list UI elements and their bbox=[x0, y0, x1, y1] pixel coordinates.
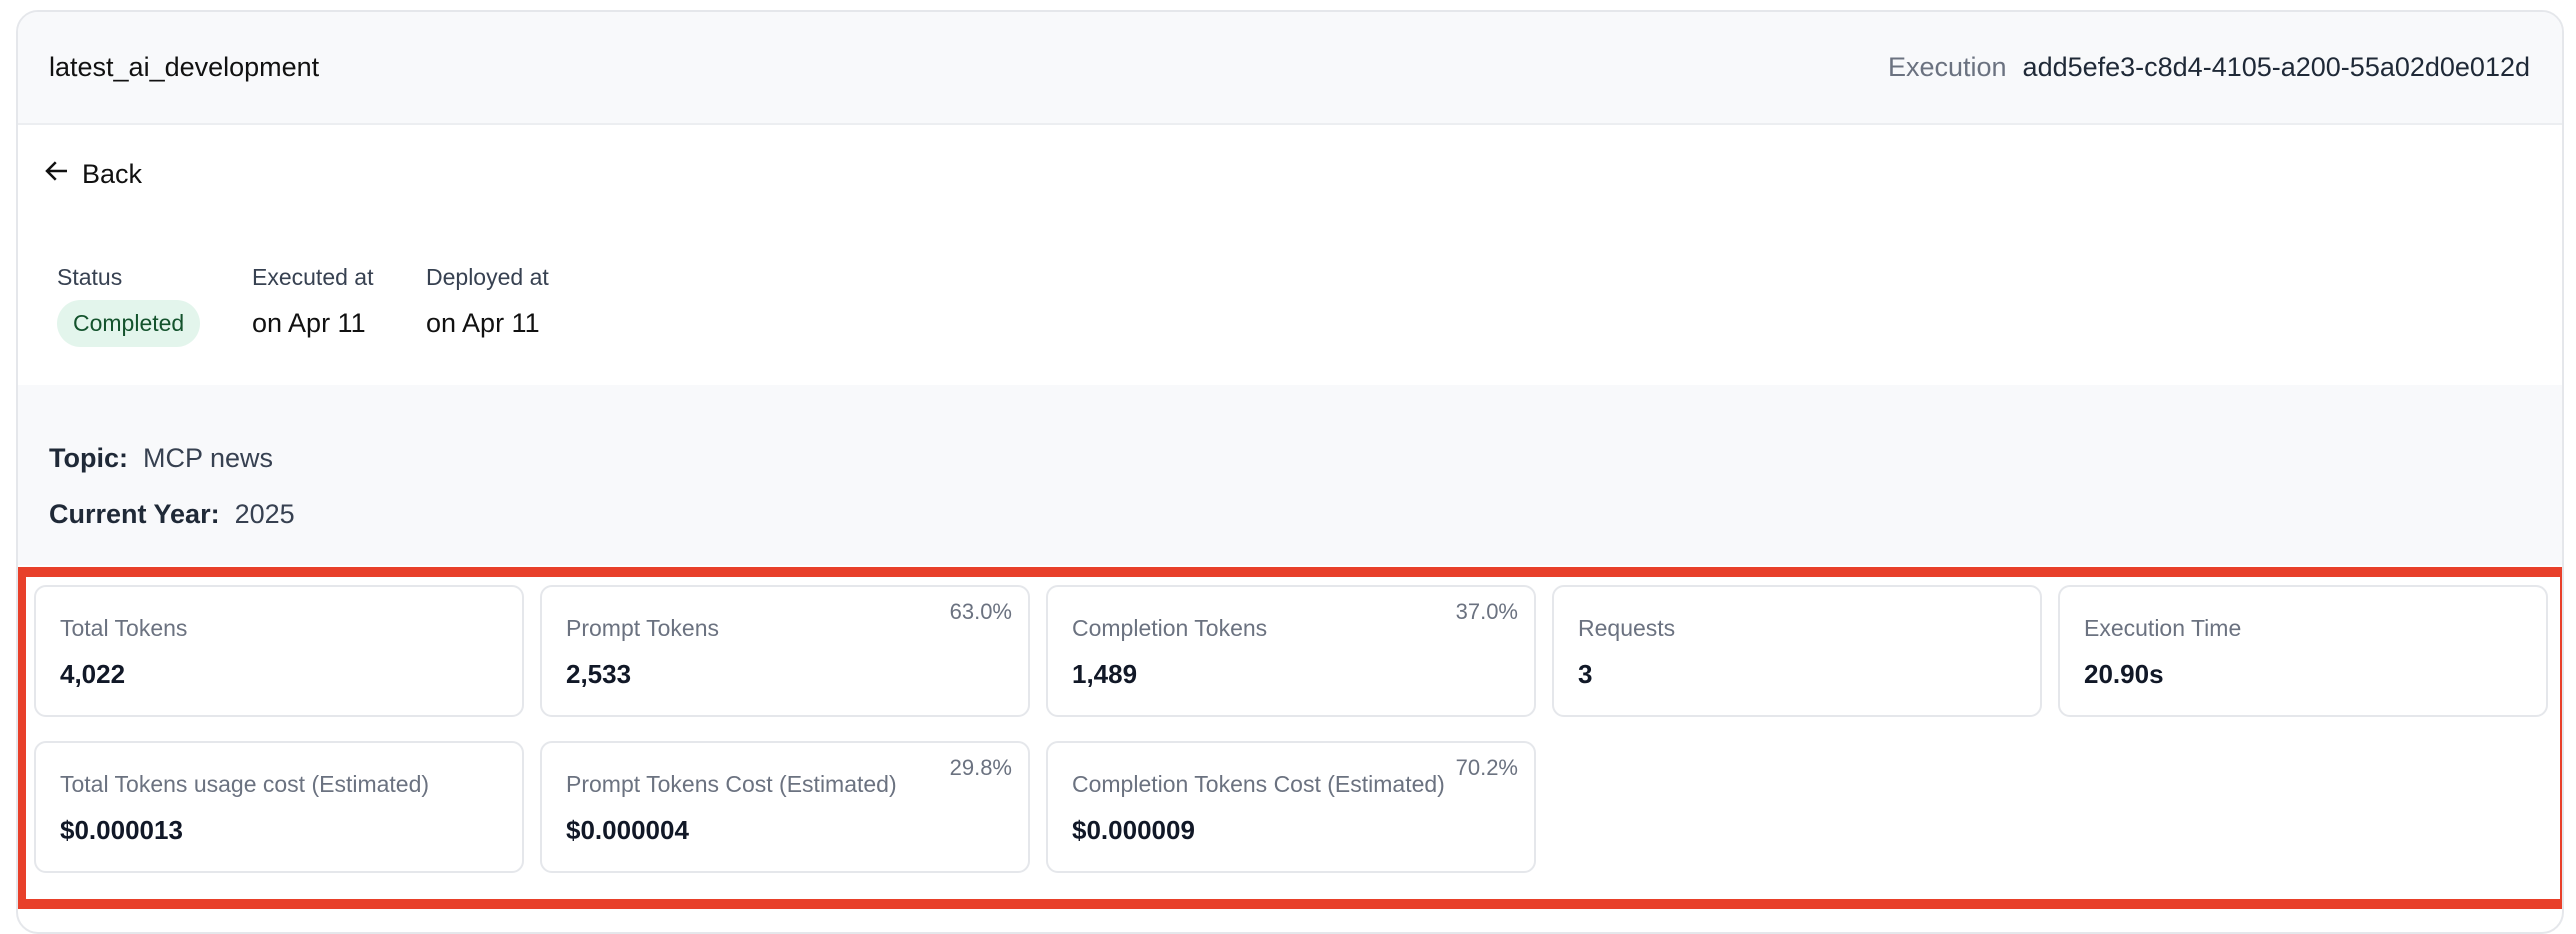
deployed-at-field: Deployed at on Apr 11 bbox=[426, 264, 549, 338]
stat-label: Execution Time bbox=[2084, 615, 2242, 641]
executed-at-field: Executed at on Apr 11 bbox=[252, 264, 374, 338]
stat-label: Prompt Tokens bbox=[566, 615, 719, 641]
stat-label: Prompt Tokens Cost (Estimated) bbox=[566, 771, 897, 797]
stat-value: 4,022 bbox=[60, 659, 126, 689]
stat-percent: 37.0% bbox=[1455, 599, 1518, 624]
highlight-box bbox=[18, 567, 2562, 909]
stat-percent: 63.0% bbox=[949, 599, 1012, 624]
stat-label: Total Tokens bbox=[60, 615, 188, 641]
stat-prompt-tokens: Prompt Tokens 2,533 63.0% bbox=[540, 585, 1030, 717]
inputs-section: Topic: MCP news Current Year: 2025 bbox=[18, 385, 2562, 565]
stat-value: $0.000013 bbox=[60, 815, 183, 845]
stat-value: $0.000004 bbox=[566, 815, 689, 845]
stat-completion-cost: Completion Tokens Cost (Estimated) $0.000… bbox=[1046, 741, 1536, 873]
stat-value: 3 bbox=[1578, 659, 1593, 689]
header: latest_ai_development Execution add5efe3-… bbox=[18, 12, 2562, 125]
stat-completion-tokens: Completion Tokens 1,489 37.0% bbox=[1046, 585, 1536, 717]
param-key: Current Year bbox=[49, 499, 211, 529]
stat-value: 20.90s bbox=[2084, 659, 2164, 689]
arrow-left-icon bbox=[42, 156, 72, 193]
deployed-at-label: Deployed at bbox=[426, 264, 549, 290]
back-label: Back bbox=[82, 159, 143, 189]
status-badge: Completed bbox=[57, 300, 201, 347]
execution-label: Execution bbox=[1887, 52, 2007, 82]
execution-id-value: add5efe3-c8d4-4105-a200-55a02d0e012d bbox=[2022, 52, 2530, 82]
stat-total-cost: Total Tokens usage cost (Estimated) $0.00… bbox=[34, 741, 524, 873]
param-value: MCP news bbox=[143, 443, 274, 473]
stat-requests: Requests 3 bbox=[1552, 585, 2042, 717]
executed-at-value: on Apr 11 bbox=[252, 308, 366, 338]
stat-total-tokens: Total Tokens 4,022 bbox=[34, 585, 524, 717]
stat-label: Total Tokens usage cost (Estimated) bbox=[60, 771, 430, 797]
status-label: Status bbox=[57, 264, 123, 290]
stat-value: $0.000009 bbox=[1072, 815, 1195, 845]
param-current-year: Current Year: 2025 bbox=[49, 499, 295, 529]
back-button[interactable]: Back bbox=[42, 156, 142, 193]
param-key: Topic bbox=[49, 443, 119, 473]
param-topic: Topic: MCP news bbox=[49, 443, 274, 473]
stat-label: Completion Tokens Cost (Estimated) bbox=[1072, 771, 1445, 797]
execution-panel: latest_ai_development Execution add5efe3-… bbox=[16, 10, 2564, 934]
execution-id: Execution add5efe3-c8d4-4105-a200-55a02d0… bbox=[1888, 52, 2530, 83]
stat-value: 1,489 bbox=[1072, 659, 1138, 689]
deployed-at-value: on Apr 11 bbox=[426, 308, 540, 338]
crew-title: latest_ai_development bbox=[49, 52, 320, 82]
param-value: 2025 bbox=[234, 499, 295, 529]
stat-percent: 70.2% bbox=[1455, 755, 1518, 780]
status-field: Status Completed bbox=[57, 264, 201, 347]
stat-value: 2,533 bbox=[566, 659, 632, 689]
stat-execution-time: Execution Time 20.90s bbox=[2058, 585, 2548, 717]
executed-at-label: Executed at bbox=[252, 264, 374, 290]
stat-percent: 29.8% bbox=[949, 755, 1012, 780]
stat-label: Completion Tokens bbox=[1072, 615, 1268, 641]
stat-label: Requests bbox=[1578, 615, 1676, 641]
stat-prompt-cost: Prompt Tokens Cost (Estimated) $0.000004 2… bbox=[540, 741, 1030, 873]
